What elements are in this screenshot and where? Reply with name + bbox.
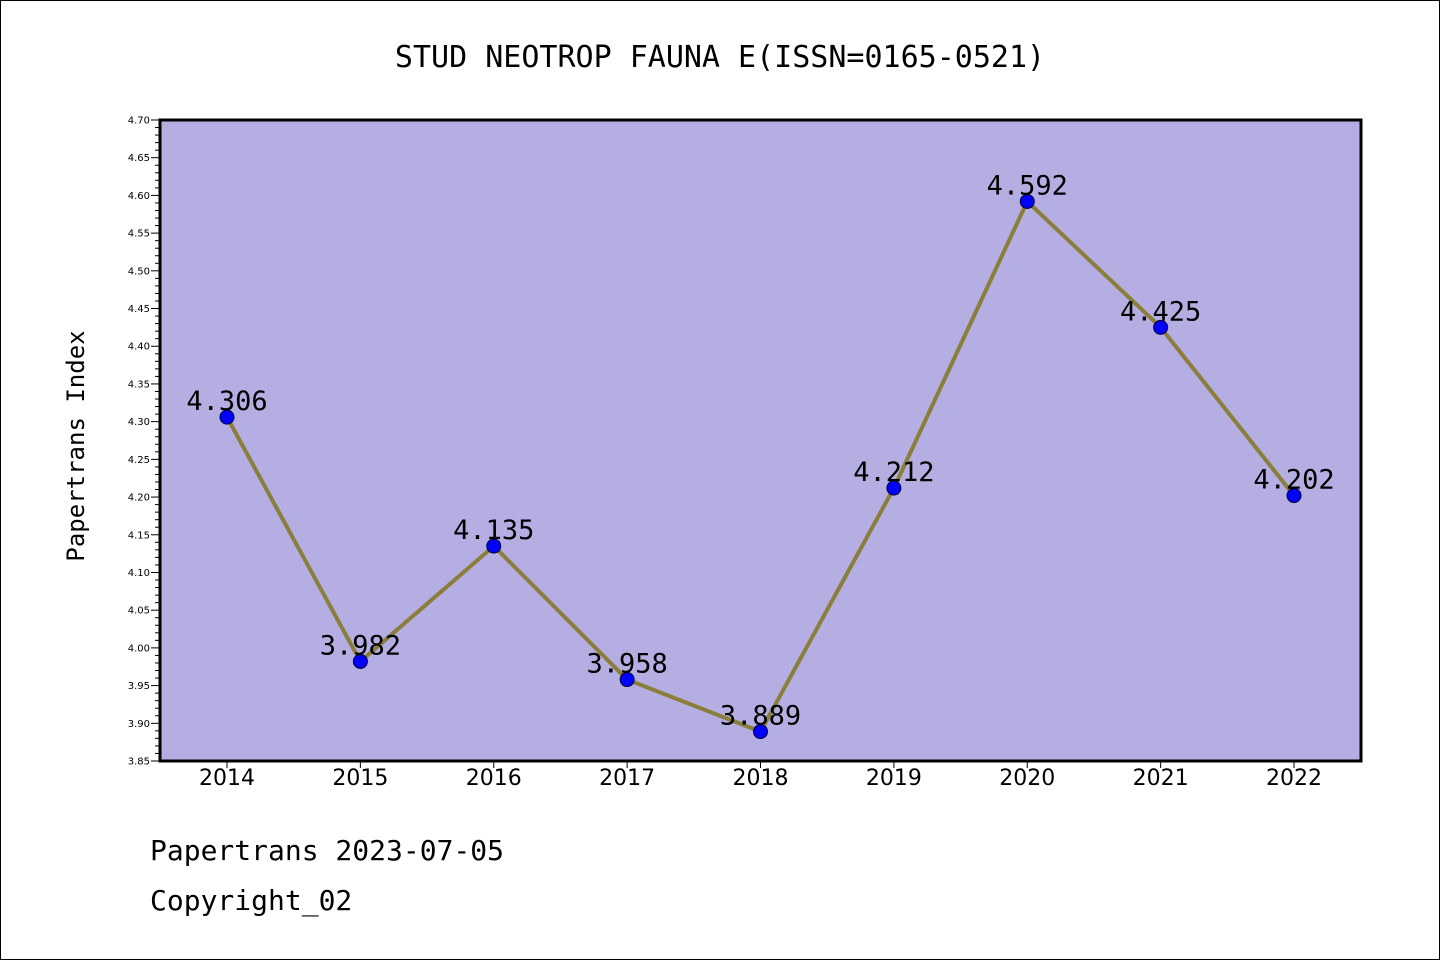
y-tick-label: 4.35 (128, 379, 150, 390)
y-tick-label: 3.95 (128, 681, 150, 692)
data-label: 4.212 (853, 457, 934, 488)
data-point (619, 672, 635, 688)
y-tick-label: 4.60 (128, 191, 150, 202)
x-tick-label: 2019 (866, 766, 922, 791)
footer-date: Papertrans 2023-07-05 (150, 834, 505, 867)
y-tick-label: 4.70 (128, 116, 150, 127)
x-tick-label: 2017 (599, 766, 655, 791)
data-label: 4.306 (186, 386, 267, 417)
x-axis-ticks: 2014 2015 2016 2017 2018 2019 2020 2021 2022 (199, 761, 1322, 791)
y-tick-label: 4.05 (128, 606, 150, 617)
y-tick-label: 4.30 (128, 417, 150, 428)
y-axis-label: Papertrans Index (62, 330, 90, 561)
x-tick-label: 2022 (1266, 766, 1322, 791)
data-point (886, 480, 902, 496)
footer-copyright: Copyright_02 (150, 884, 353, 917)
x-tick-label: 2014 (199, 766, 255, 791)
data-label: 4.202 (1253, 465, 1334, 496)
plot-area (160, 120, 1361, 761)
y-tick-label: 4.00 (128, 643, 150, 654)
data-label: 4.425 (1120, 296, 1201, 327)
data-point (1286, 488, 1302, 504)
chart-title: STUD NEOTROP FAUNA E(ISSN=0165-0521) (395, 40, 1045, 75)
y-tick-label: 4.65 (128, 153, 150, 164)
data-point (1019, 193, 1035, 209)
data-label: 3.958 (586, 649, 667, 680)
y-tick-label: 4.25 (128, 455, 150, 466)
plot-border (158, 118, 1363, 763)
data-label: 4.592 (987, 170, 1068, 201)
data-point (1153, 319, 1169, 335)
data-point (486, 538, 502, 554)
y-tick-label: 4.45 (128, 304, 150, 315)
series-group: 4.306 3.982 4.135 3.958 3.889 4.212 4.592 4.425… (186, 170, 1335, 740)
x-tick-label: 2018 (733, 766, 789, 791)
y-tick-label: 4.20 (128, 493, 150, 504)
x-tick-label: 2016 (466, 766, 522, 791)
x-tick-label: 2020 (999, 766, 1055, 791)
data-label: 3.889 (720, 701, 801, 732)
data-point (352, 653, 368, 669)
y-tick-label: 3.85 (128, 757, 150, 768)
y-tick-label: 4.55 (128, 229, 150, 240)
data-point (219, 409, 235, 425)
y-tick-label: 4.10 (128, 568, 150, 579)
y-tick-label: 4.15 (128, 530, 150, 541)
y-tick-label: 3.90 (128, 719, 150, 730)
y-tick-label: 4.50 (128, 266, 150, 277)
data-point (753, 724, 768, 740)
data-label: 4.135 (453, 515, 534, 546)
y-axis-ticks: 3.85 3.90 3.95 4.00 4.05 4.10 4.15 4.20 4.25 4.30… (128, 116, 160, 768)
x-tick-label: 2015 (332, 766, 388, 791)
data-label: 3.982 (320, 630, 401, 661)
x-tick-label: 2021 (1133, 766, 1189, 791)
y-tick-label: 4.40 (128, 342, 150, 353)
